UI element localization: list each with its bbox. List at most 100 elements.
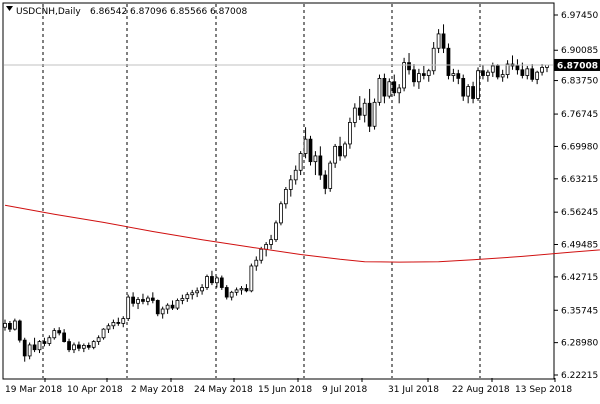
candle <box>190 289 195 300</box>
candle-body <box>288 179 293 190</box>
candle-body <box>481 70 485 76</box>
candle-body <box>12 320 17 330</box>
candle <box>441 24 446 54</box>
candle-body <box>515 65 520 71</box>
high-value: 6.87096 <box>130 7 167 17</box>
candle-body <box>57 330 62 334</box>
candle-body <box>219 277 224 288</box>
candle <box>244 284 249 293</box>
candle <box>52 328 57 340</box>
candle <box>141 293 145 305</box>
candle-body <box>91 341 96 348</box>
candle <box>146 295 150 306</box>
candle <box>101 328 106 340</box>
candle <box>150 292 155 304</box>
candle-body <box>421 73 426 76</box>
candle <box>32 337 37 353</box>
candle-body <box>308 138 313 163</box>
x-tick-label: 24 May 2018 <box>194 385 253 395</box>
candle-body <box>96 337 101 342</box>
candle <box>481 65 485 80</box>
candle <box>392 74 397 97</box>
candle <box>525 65 530 80</box>
candle-body <box>500 74 505 78</box>
candle <box>22 337 27 362</box>
candle <box>86 342 91 350</box>
candle-body <box>426 70 431 76</box>
candle-body <box>535 71 540 80</box>
candle-body <box>485 71 490 76</box>
candle-body <box>141 299 145 302</box>
candle-body <box>402 62 406 89</box>
candle-body <box>17 320 22 341</box>
candle-body <box>175 300 180 309</box>
candle <box>279 201 283 226</box>
candle-body <box>72 344 76 351</box>
candle-body <box>490 65 495 73</box>
candle <box>417 68 421 89</box>
candle-body <box>116 322 121 324</box>
y-tick-label: 6.63215 <box>561 175 598 185</box>
candle <box>362 98 367 123</box>
candle-body <box>328 162 333 189</box>
candle-body <box>27 344 32 357</box>
candle-body <box>52 330 57 339</box>
y-tick-label: 6.42715 <box>561 273 598 283</box>
candle <box>367 88 372 132</box>
candle <box>476 67 480 101</box>
candle-body <box>185 294 190 299</box>
candle-body <box>530 68 535 80</box>
candle <box>136 297 140 310</box>
candle-body <box>466 86 471 97</box>
y-tick-label: 6.35745 <box>561 306 598 316</box>
candle <box>12 318 17 331</box>
candle <box>170 300 175 310</box>
candle-body <box>377 78 382 103</box>
candle-body <box>86 345 91 348</box>
candle-body <box>150 297 155 301</box>
candle <box>505 60 510 79</box>
candle-body <box>540 66 544 73</box>
y-tick-label: 6.69980 <box>561 142 598 152</box>
candle-body <box>224 287 229 298</box>
candle-body <box>417 73 421 83</box>
candle <box>42 337 47 347</box>
candle <box>471 81 475 104</box>
candle <box>407 53 411 75</box>
candle <box>338 136 342 161</box>
candle <box>274 220 278 243</box>
candle <box>436 29 441 54</box>
vertical-grid <box>42 4 481 378</box>
candle <box>313 151 318 176</box>
candle <box>318 146 323 180</box>
candle <box>91 340 96 350</box>
candle <box>293 165 298 185</box>
candle <box>249 263 254 293</box>
candle-body <box>210 276 214 284</box>
candle-body <box>397 87 402 94</box>
candle-body <box>313 155 318 163</box>
candle-body <box>387 81 392 97</box>
candle-body <box>303 138 308 154</box>
x-tick-label: 13 Sep 2018 <box>515 385 572 395</box>
candle <box>254 256 259 271</box>
y-tick-label: 6.56245 <box>561 208 598 218</box>
candle-body <box>505 63 510 75</box>
candle <box>180 294 185 305</box>
candle <box>500 69 505 82</box>
candle-body <box>190 292 195 296</box>
candle-body <box>520 69 525 76</box>
symbol-label: USDCNH,Daily <box>16 7 81 17</box>
candle-body <box>42 341 47 344</box>
x-tick-label: 22 Aug 2018 <box>452 385 510 395</box>
candle <box>111 319 116 330</box>
candle-body <box>136 299 140 304</box>
candle <box>131 292 135 307</box>
candle-body <box>22 339 27 357</box>
chart-header: USDCNH,Daily 6.86542 6.87096 6.85566 6.8… <box>6 6 247 17</box>
chevron-down-icon[interactable] <box>6 6 13 11</box>
candle <box>288 175 293 197</box>
candle-body <box>338 145 342 157</box>
candle <box>47 335 52 346</box>
candle-body <box>357 107 362 116</box>
